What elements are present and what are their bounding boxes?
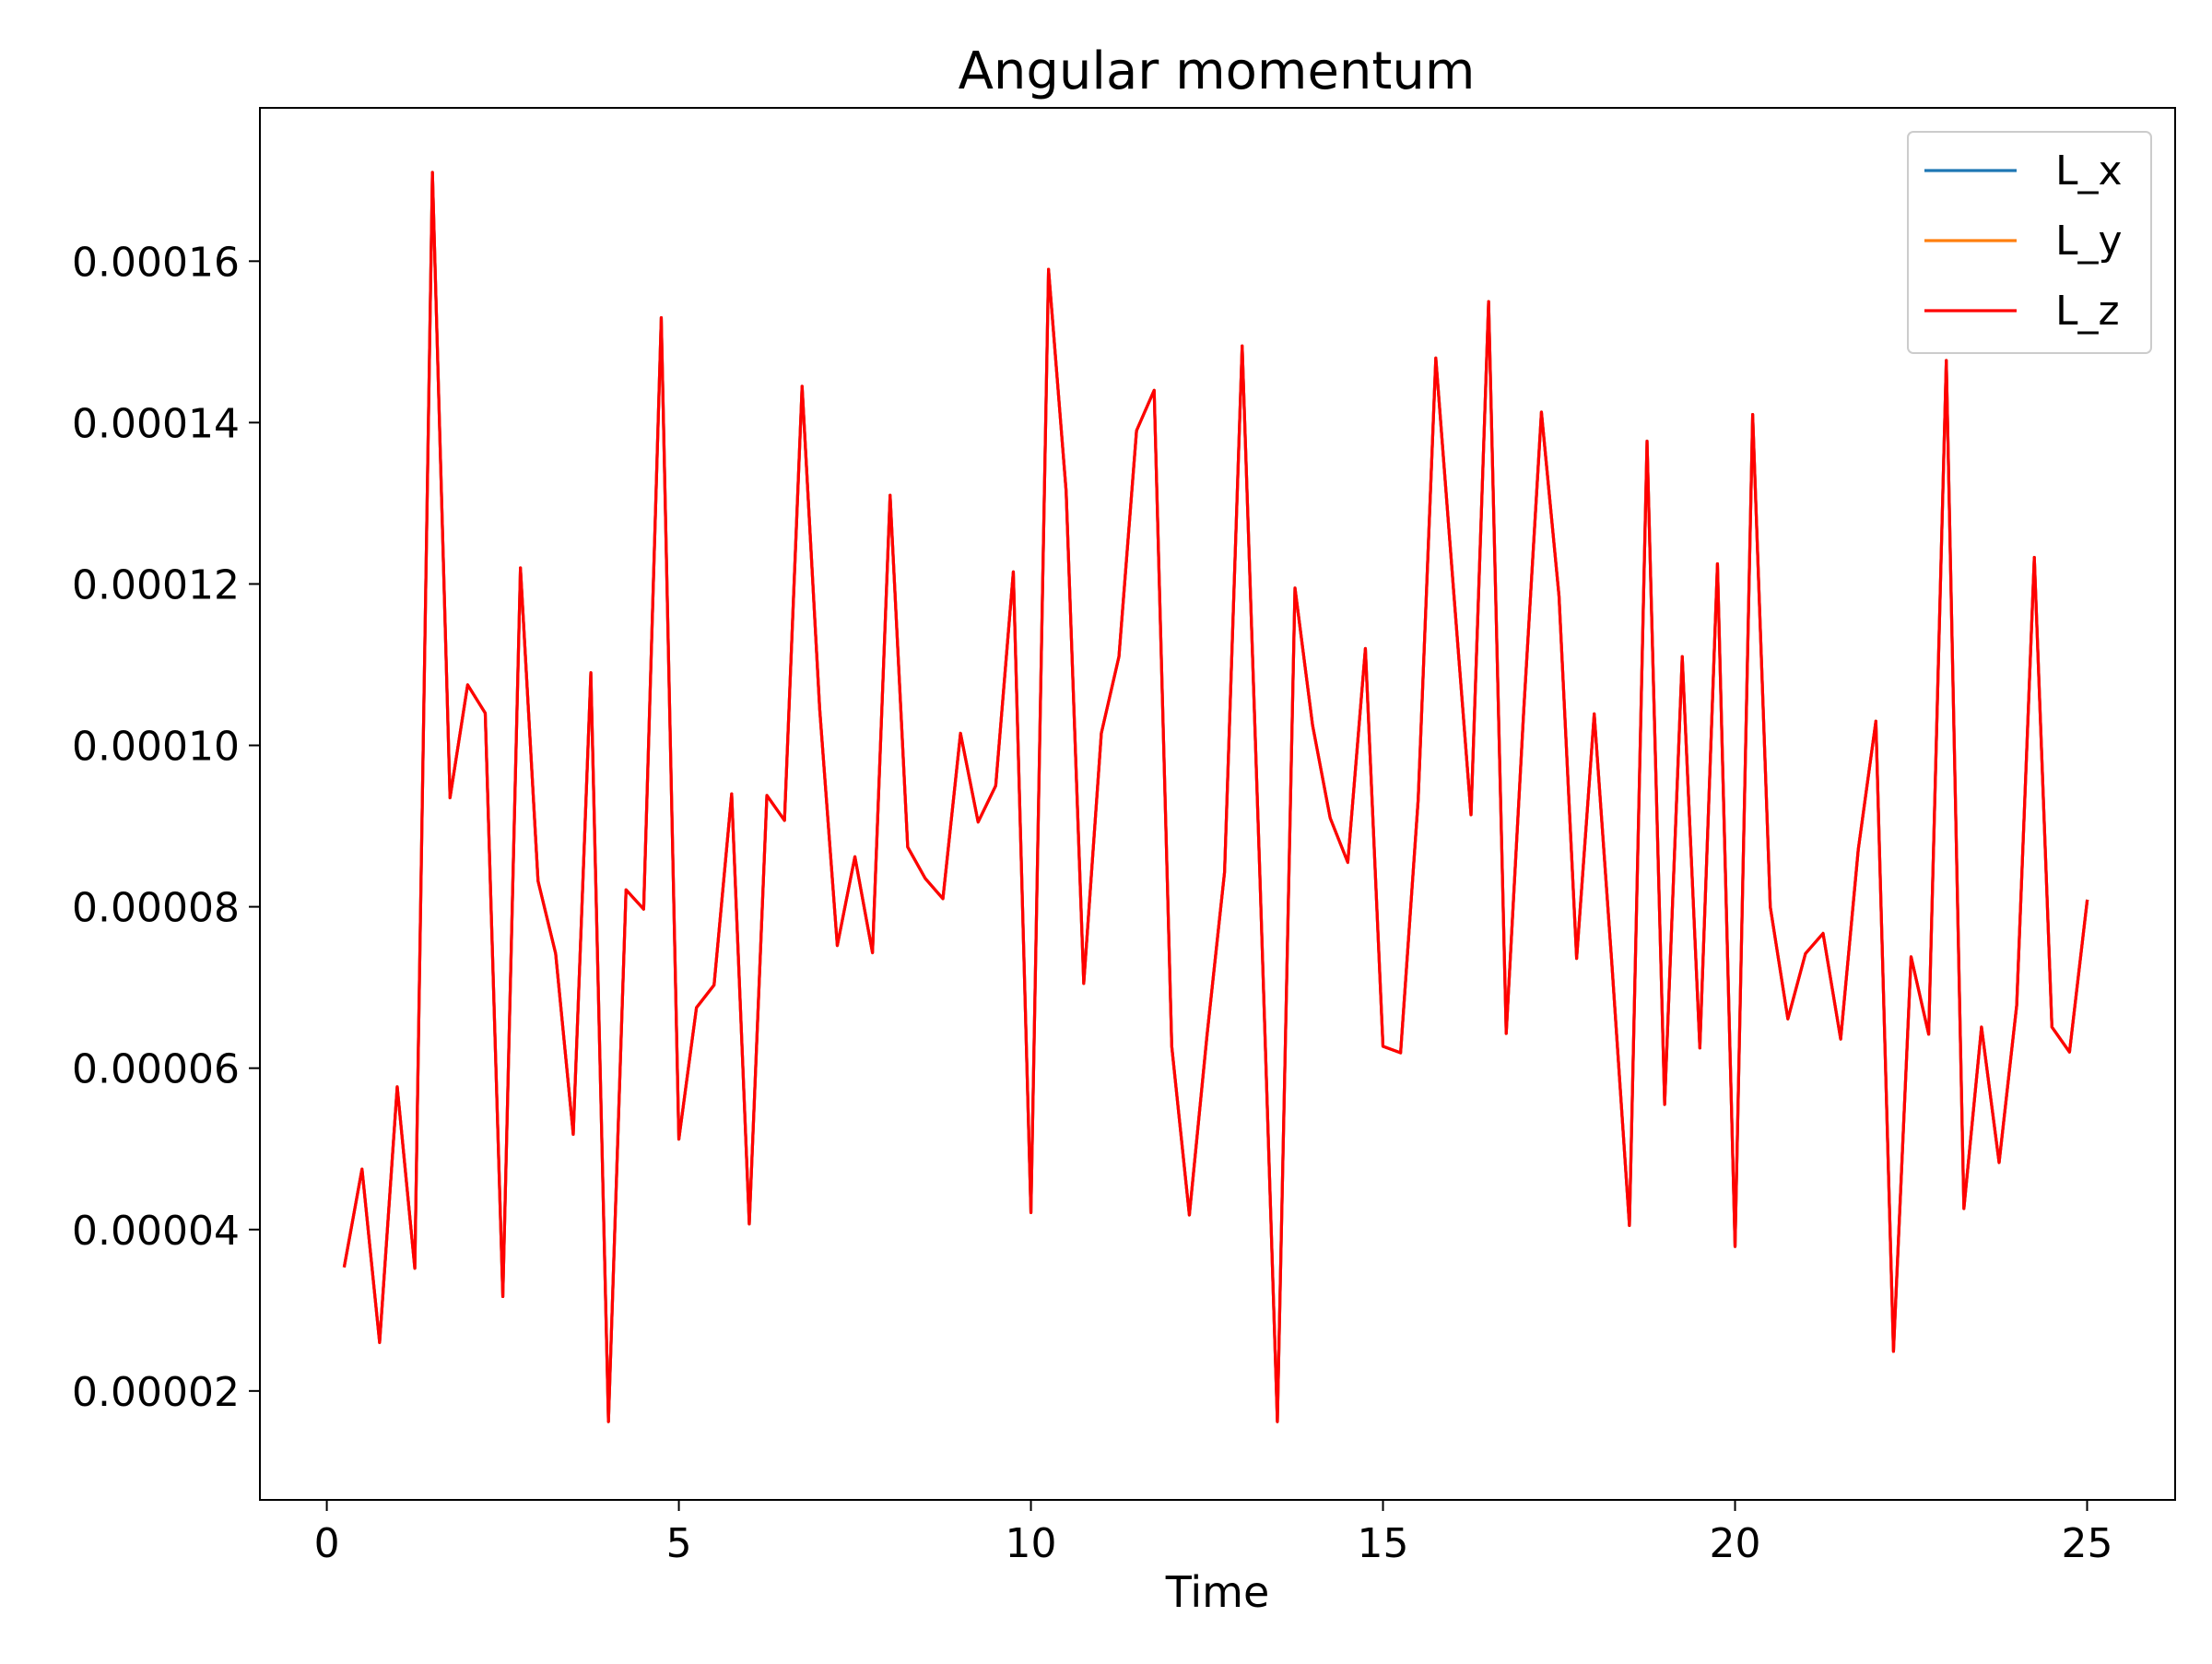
y-tick-label: 0.00016 [72,239,240,286]
x-tick-label: 15 [1358,1520,1409,1567]
legend-label: L_y [2055,218,2123,265]
series-layer [342,171,2089,1423]
x-axis-label: Time [1165,1567,1270,1617]
x-axis-ticks: 0 5 10 15 20 25 [314,1500,2113,1567]
y-tick-label: 0.00014 [72,400,240,447]
x-tick-label: 10 [1006,1520,1057,1567]
y-tick-label: 0.00010 [72,724,240,771]
y-tick-label: 0.00006 [72,1046,240,1093]
series-line-l-z [342,171,2089,1423]
plot-area-frame [259,107,2176,1501]
y-tick-label: 0.00012 [72,561,240,608]
y-axis-ticks: 0.00002 0.00004 0.00006 0.00008 0.00010 0.000… [72,239,260,1416]
legend-label: L_z [2055,288,2120,335]
y-tick-label: 0.00002 [72,1369,240,1416]
legend: L_x L_y L_z [1907,131,2152,354]
legend-box [1907,131,2152,354]
x-tick-label: 25 [2062,1520,2113,1567]
x-tick-label: 5 [666,1520,692,1567]
x-tick-label: 0 [314,1520,340,1567]
y-tick-label: 0.00008 [72,885,240,932]
x-tick-label: 20 [1710,1520,1761,1567]
legend-label: L_x [2055,148,2123,195]
y-tick-label: 0.00004 [72,1208,240,1255]
chart-title: Angular momentum [959,41,1476,101]
